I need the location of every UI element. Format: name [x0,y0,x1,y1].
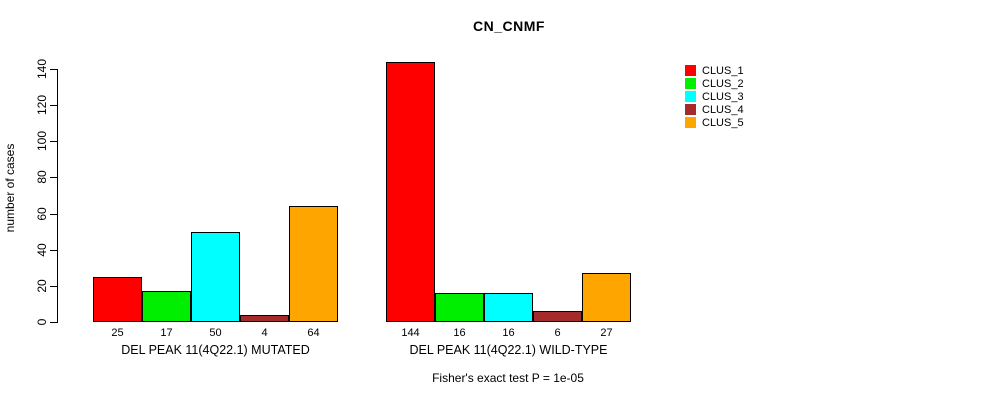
legend-item-CLUS_1: CLUS_1 [685,64,744,77]
y-tick-label: 80 [35,170,49,185]
bar-value-label: 64 [307,327,320,339]
legend-item-CLUS_4: CLUS_4 [685,103,744,116]
bar-CLUS_1 [93,277,142,322]
x-group-label: DEL PEAK 11(4Q22.1) WILD-TYPE [409,343,608,357]
y-tick [50,69,57,70]
bar-value-label: 16 [502,327,515,339]
bar-value-label: 6 [554,327,561,339]
legend-swatch [685,78,696,89]
y-tick-label: 100 [35,131,49,152]
y-axis-title: number of cases [3,143,17,233]
legend-swatch [685,65,696,76]
bar-CLUS_5 [289,206,338,322]
y-tick-label: 120 [35,95,49,116]
y-tick [50,177,57,179]
x-group-label: DEL PEAK 11(4Q22.1) MUTATED [121,343,310,357]
y-tick [50,285,57,287]
bar-CLUS_3 [191,232,240,322]
bar-CLUS_4 [533,311,582,322]
y-tick [50,322,57,323]
bar-CLUS_2 [142,291,191,322]
bar-CLUS_1 [386,62,435,322]
y-tick-label: 40 [35,243,49,257]
legend-item-CLUS_5: CLUS_5 [685,116,744,129]
y-tick [50,141,57,143]
chart-title: CN_CNMF [473,18,545,34]
y-tick [50,213,57,215]
y-tick-label: 60 [35,206,49,221]
bar-value-label: 17 [160,327,173,339]
legend-item-CLUS_3: CLUS_3 [685,90,744,103]
bar-CLUS_3 [484,293,533,322]
legend-item-CLUS_2: CLUS_2 [685,77,744,90]
fisher-test-annotation: Fisher's exact test P = 1e-05 [432,371,584,385]
bar-CLUS_5 [582,273,631,322]
bar-value-label: 144 [401,327,420,339]
legend-label: CLUS_4 [702,103,744,116]
bar-value-label: 16 [453,327,466,339]
bar-value-label: 4 [261,327,268,339]
y-axis-line [57,69,58,323]
legend-swatch [685,104,696,115]
legend-label: CLUS_1 [702,64,744,77]
y-tick [50,105,57,107]
bar-value-label: 50 [209,327,222,339]
legend: CLUS_1 CLUS_2 CLUS_3 CLUS_4 CLUS_5 [685,64,744,129]
legend-swatch [685,91,696,102]
y-tick-label: 20 [35,279,49,293]
legend-label: CLUS_3 [702,90,744,103]
bar-value-label: 27 [600,327,613,339]
y-tick [50,249,57,251]
bar-value-label: 25 [111,327,124,339]
bar-CLUS_2 [435,293,484,322]
y-tick-label: 0 [35,318,49,326]
bar-CLUS_4 [240,315,289,322]
legend-label: CLUS_2 [702,77,744,90]
legend-swatch [685,117,696,128]
y-tick-label: 140 [35,58,49,80]
legend-label: CLUS_5 [702,116,744,129]
